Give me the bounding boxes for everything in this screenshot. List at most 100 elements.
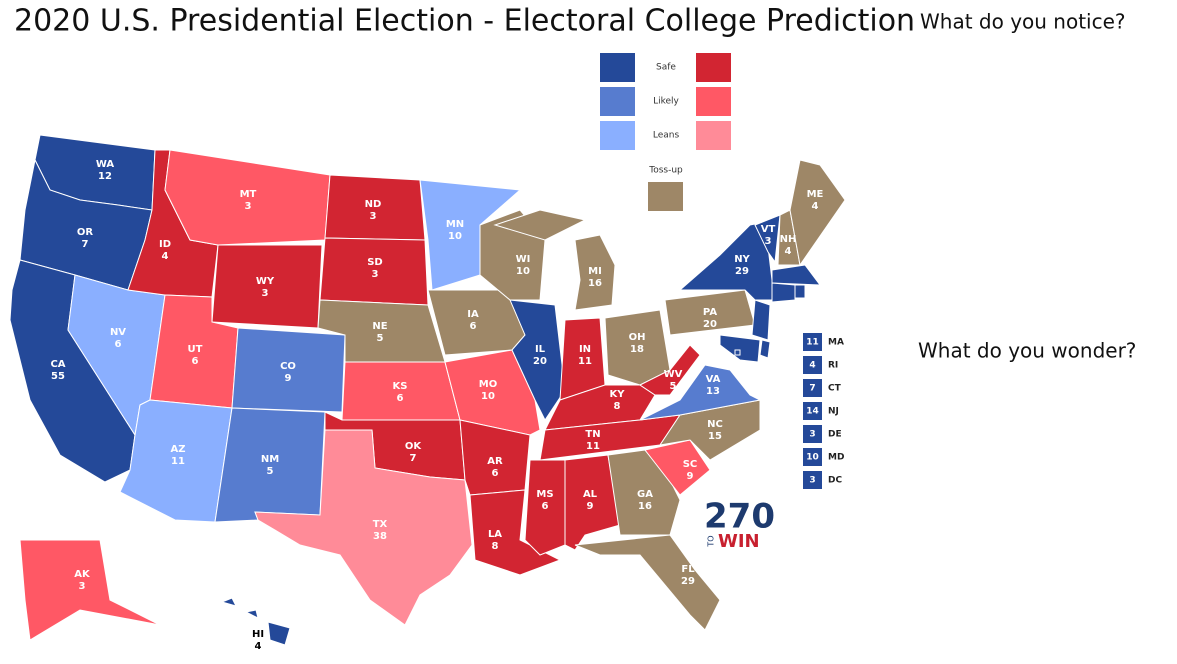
legend-swatch: [696, 121, 731, 150]
state-votes: 6: [192, 356, 199, 367]
small-state-votes: 7: [809, 384, 815, 394]
small-state-list: 11 MA 4 RI 7 CT 14 NJ 3 DE 10 MD 3 DC: [803, 333, 844, 489]
state-label: KS: [393, 381, 408, 392]
state-shape: [267, 621, 291, 646]
prompt: What do you notice?: [920, 10, 1126, 34]
small-state-box: [803, 425, 822, 443]
state-votes: 8: [492, 541, 499, 552]
prompt: What do you wonder?: [918, 339, 1136, 363]
small-state-label: DE: [828, 430, 842, 440]
small-state-box: [803, 379, 822, 397]
state-shape: [754, 214, 781, 264]
state-shape: [469, 489, 562, 576]
state-shape: [254, 429, 473, 626]
state-votes: 55: [51, 371, 65, 382]
small-state-votes: 4: [809, 361, 815, 371]
logo-number: 270: [704, 497, 775, 537]
state-votes: 4: [785, 246, 792, 257]
state-votes: 12: [98, 171, 112, 182]
state-votes: 4: [812, 201, 819, 212]
state-votes: 29: [735, 266, 749, 277]
state-votes: 3: [372, 269, 379, 280]
state-label: SD: [367, 257, 383, 268]
state-shape: [524, 459, 566, 556]
state-votes: 3: [370, 211, 377, 222]
state-label: IA: [467, 309, 479, 320]
state-votes: 5: [670, 381, 677, 392]
state-shape: [794, 284, 806, 299]
state-label: CA: [50, 359, 65, 370]
state-votes: 11: [578, 356, 592, 367]
state-votes: 9: [687, 471, 694, 482]
state-shape: [771, 264, 822, 286]
state-label: WA: [96, 159, 115, 170]
small-state-votes: 3: [809, 430, 815, 440]
state-shape: [759, 339, 771, 359]
state-label: AL: [583, 489, 598, 500]
state-votes: 16: [638, 501, 652, 512]
state-label: MS: [536, 489, 553, 500]
state-shape: [574, 234, 616, 311]
legend-swatch: [696, 87, 731, 116]
state-shape: [751, 299, 771, 341]
legend-swatch: [600, 87, 635, 116]
legend-swatch: [600, 121, 635, 150]
state-label: AK: [74, 569, 91, 580]
state-votes: 6: [397, 393, 404, 404]
legend: Safe Likely Leans Toss-up: [600, 53, 731, 211]
state-shape: [734, 349, 741, 356]
state-shape: [639, 364, 762, 421]
state-label: KY: [610, 389, 626, 400]
state-label: TX: [373, 519, 388, 530]
legend-swatch: [600, 53, 635, 82]
legend-label: Toss-up: [648, 166, 683, 176]
state-label: VA: [706, 374, 721, 385]
state-votes: 10: [448, 231, 462, 242]
state-label: IL: [535, 344, 546, 355]
state-votes: 9: [285, 373, 292, 384]
small-state-label: DC: [828, 476, 842, 486]
state-votes: 18: [630, 344, 644, 355]
state-label: OK: [405, 441, 423, 452]
state-votes: 10: [481, 391, 495, 402]
state-votes: 6: [542, 501, 549, 512]
state-label: NY: [734, 254, 750, 265]
state-label: NV: [110, 327, 126, 338]
state-votes: 7: [410, 453, 417, 464]
state-shape: [19, 539, 161, 641]
state-label: TN: [585, 429, 600, 440]
state-votes: 6: [492, 468, 499, 479]
state-votes: 20: [703, 319, 717, 330]
state-label: UT: [188, 344, 203, 355]
state-shape: [493, 209, 587, 241]
state-shape: [574, 534, 721, 631]
small-state-box: [803, 448, 822, 466]
legend-swatch: [648, 182, 683, 211]
state-label: AZ: [171, 444, 186, 455]
legend-label: Safe: [656, 63, 676, 73]
state-votes: 4: [255, 641, 262, 652]
small-state-box: [803, 356, 822, 374]
state-label: NM: [261, 454, 279, 465]
state-votes: 5: [267, 466, 274, 477]
state-votes: 8: [614, 401, 621, 412]
state-label: MO: [479, 379, 497, 390]
state-label: FL: [681, 564, 695, 575]
state-shape: [644, 439, 711, 496]
small-state-label: CT: [828, 384, 842, 394]
state-shape: [639, 344, 701, 396]
state-label: NH: [780, 234, 797, 245]
logo-win: WIN: [718, 531, 760, 552]
state-votes: 11: [171, 456, 185, 467]
state-votes: 3: [245, 201, 252, 212]
state-votes: 20: [533, 356, 547, 367]
state-votes: 9: [587, 501, 594, 512]
state-label: ND: [365, 199, 382, 210]
state-label: GA: [637, 489, 653, 500]
small-state-votes: 14: [806, 407, 819, 417]
state-label: HI: [252, 629, 264, 640]
small-state-box: [803, 471, 822, 489]
